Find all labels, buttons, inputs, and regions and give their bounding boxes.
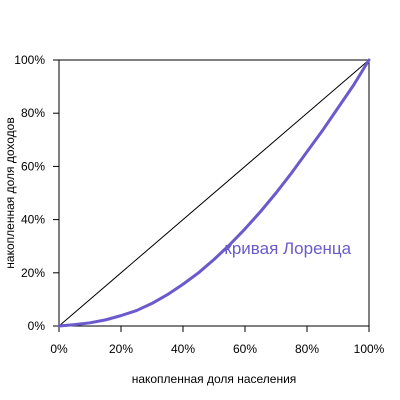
series-layer	[57, 58, 371, 328]
x-tick-label: 80%	[295, 342, 319, 356]
annotation-layer: кривая Лоренца	[224, 239, 351, 258]
x-tick-label: 0%	[50, 342, 68, 356]
y-tick-label: 60%	[21, 159, 45, 173]
y-tick-label: 80%	[21, 106, 45, 120]
lorenz-curve-label: кривая Лоренца	[224, 239, 351, 258]
plot-frame	[58, 59, 370, 327]
plot-border	[58, 59, 370, 327]
x-axis: 0% 20% 40% 60% 80% 100%	[50, 326, 385, 356]
y-tick-label: 20%	[21, 266, 45, 280]
x-tick-label: 100%	[354, 342, 385, 356]
lorenz-curve-line	[57, 58, 371, 328]
x-axis-title: накопленная доля населения	[132, 372, 297, 386]
y-tick-label: 40%	[21, 213, 45, 227]
y-axis-title: накопленная доля доходов	[3, 117, 17, 268]
x-tick-label: 60%	[233, 342, 257, 356]
y-tick-label: 0%	[28, 319, 46, 333]
x-tick-label: 40%	[171, 342, 195, 356]
x-tick-label: 20%	[109, 342, 133, 356]
y-tick-label: 100%	[14, 53, 45, 67]
equality-line	[58, 59, 370, 327]
y-axis: 0% 20% 40% 60% 80% 100%	[14, 53, 59, 333]
